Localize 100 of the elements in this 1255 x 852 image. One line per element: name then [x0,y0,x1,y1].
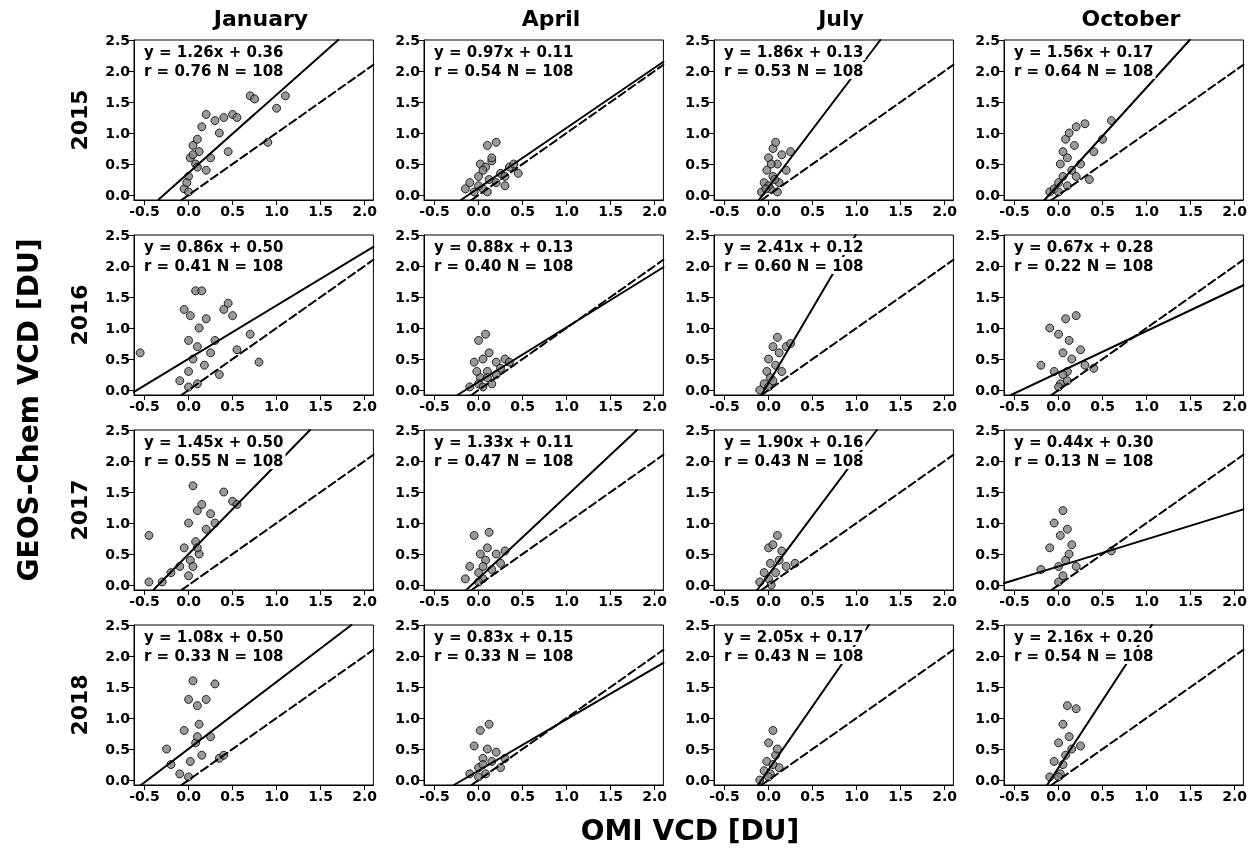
y-axis-title: 2016 [66,284,92,346]
x-tick-label: 0.5 [800,788,825,804]
annotation: r = 0.43 N = 108 [724,451,864,470]
y-tick-label: 2.5 [975,617,1000,633]
x-tick-label: 1.5 [1178,398,1203,414]
y-tick-label: 2.0 [395,63,421,80]
y-axis-title: 2017 [66,479,92,541]
x-tick-label: 1.0 [264,788,290,804]
x-tick-label: 1.5 [1178,788,1203,804]
text: OMI VCD [DU] [580,813,800,847]
x-tick-label: 1.0 [844,398,870,414]
annotation: y = 1.45x + 0.50 [144,432,284,451]
y-tick-label: 0.0 [975,382,1001,399]
y-tick-label: 1.0 [685,515,711,532]
y-tick-label: 0.5 [395,156,420,173]
y-tick-label: 1.5 [105,289,130,306]
x-tick-label: 1.0 [1134,203,1160,219]
y-tick-label: 2.5 [395,617,420,633]
y-tick-label: 1.5 [105,679,130,696]
x-tick-label: 1.5 [598,593,623,609]
y-tick-label: 1.5 [105,94,130,111]
y-tick-label: 2.5 [105,32,130,48]
annotation: y = 0.83x + 0.15 [434,627,574,646]
annotation: r = 0.40 N = 108 [434,256,574,275]
chart-title: July [816,5,864,31]
y-tick-label: 1.5 [685,289,710,306]
x-tick-label: 1.0 [1134,788,1160,804]
y-tick-label: 1.0 [975,125,1001,142]
y-tick-label: 1.0 [685,320,711,337]
x-tick-label: 2.0 [1222,593,1248,609]
x-tick-label: 2.0 [932,593,958,609]
y-tick-label: 2.0 [105,648,131,665]
x-tick-label: 0.0 [1046,398,1072,414]
annotation: r = 0.60 N = 108 [724,256,864,275]
y-tick-label: 0.0 [395,577,421,594]
y-tick-label: 0.0 [395,382,421,399]
x-tick-label: 0.0 [756,788,782,804]
x-tick-label: 0.0 [176,788,202,804]
x-tick-label: 1.0 [554,593,580,609]
y-tick-label: 2.5 [105,227,130,243]
x-tick-label: 0.5 [510,203,535,219]
annotation: y = 1.08x + 0.50 [144,627,284,646]
y-tick-label: 0.0 [105,772,131,789]
y-tick-label: 1.0 [685,125,711,142]
x-tick-label: 1.5 [1178,593,1203,609]
y-tick-label: 0.0 [105,577,131,594]
x-tick-label: 0.0 [1046,593,1072,609]
annotation: r = 0.33 N = 108 [144,646,284,665]
x-tick-label: 1.0 [844,203,870,219]
annotation: r = 0.41 N = 108 [144,256,284,275]
annotation: y = 2.41x + 0.12 [724,237,864,256]
y-tick-label: 2.5 [395,32,420,48]
y-tick-label: 0.5 [685,741,710,758]
x-tick-label: 0.0 [466,203,492,219]
y-tick-label: 0.5 [685,351,710,368]
y-tick-label: 1.0 [975,515,1001,532]
x-tick-label: 0.0 [176,398,202,414]
y-tick-label: 2.5 [685,617,710,633]
y-tick-label: 1.5 [975,679,1000,696]
annotation: y = 2.16x + 0.20 [1014,627,1154,646]
y-tick-label: 1.5 [105,484,130,501]
x-tick-label: 1.5 [308,398,333,414]
x-tick-label: -0.5 [419,398,450,414]
x-tick-label: 1.5 [598,788,623,804]
annotation: y = 0.88x + 0.13 [434,237,574,256]
annotation: r = 0.43 N = 108 [724,646,864,665]
y-tick-label: 1.0 [975,710,1001,727]
annotation: y = 1.86x + 0.13 [724,42,864,61]
x-tick-label: 2.0 [932,788,958,804]
x-tick-label: 2.0 [642,593,668,609]
x-tick-label: 1.5 [888,203,913,219]
y-tick-label: 2.0 [975,63,1001,80]
x-tick-label: 2.0 [642,398,668,414]
x-tick-label: 1.0 [554,203,580,219]
x-tick-label: 1.0 [1134,398,1160,414]
y-axis-title: 2018 [66,674,92,736]
x-tick-label: 2.0 [352,593,378,609]
y-tick-label: 0.0 [395,772,421,789]
y-tick-label: 0.5 [395,546,420,563]
y-tick-label: 0.0 [975,772,1001,789]
y-tick-label: 1.0 [105,125,131,142]
x-tick-label: -0.5 [709,203,740,219]
y-tick-label: 1.0 [395,710,421,727]
y-tick-label: 0.5 [105,741,130,758]
y-tick-label: 2.0 [105,63,131,80]
y-tick-label: 0.0 [685,577,711,594]
chart-title: January [211,5,309,31]
y-tick-label: 1.5 [395,94,420,111]
x-tick-label: 1.5 [308,788,333,804]
y-tick-label: 1.5 [975,94,1000,111]
x-tick-label: 1.0 [844,788,870,804]
x-tick-label: 1.0 [554,398,580,414]
text: GEOS-Chem VCD [DU] [11,238,45,582]
x-tick-label: -0.5 [999,398,1030,414]
y-tick-label: 2.0 [395,648,421,665]
x-tick-label: 2.0 [642,203,668,219]
x-tick-label: 0.0 [756,593,782,609]
y-tick-label: 2.5 [975,422,1000,438]
y-tick-label: 2.5 [685,227,710,243]
x-tick-label: -0.5 [709,398,740,414]
